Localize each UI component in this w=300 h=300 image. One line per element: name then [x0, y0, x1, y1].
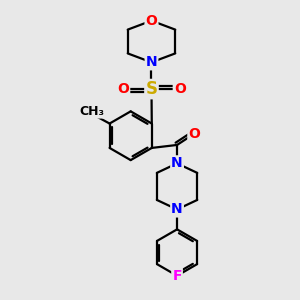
Text: S: S [146, 80, 158, 98]
Text: N: N [171, 156, 183, 170]
Text: CH₃: CH₃ [79, 105, 104, 118]
Text: O: O [117, 82, 129, 96]
Text: O: O [146, 14, 158, 28]
Text: O: O [188, 127, 200, 141]
Text: F: F [172, 269, 182, 283]
Text: O: O [174, 82, 186, 96]
Text: N: N [146, 55, 157, 69]
Text: N: N [171, 202, 183, 216]
